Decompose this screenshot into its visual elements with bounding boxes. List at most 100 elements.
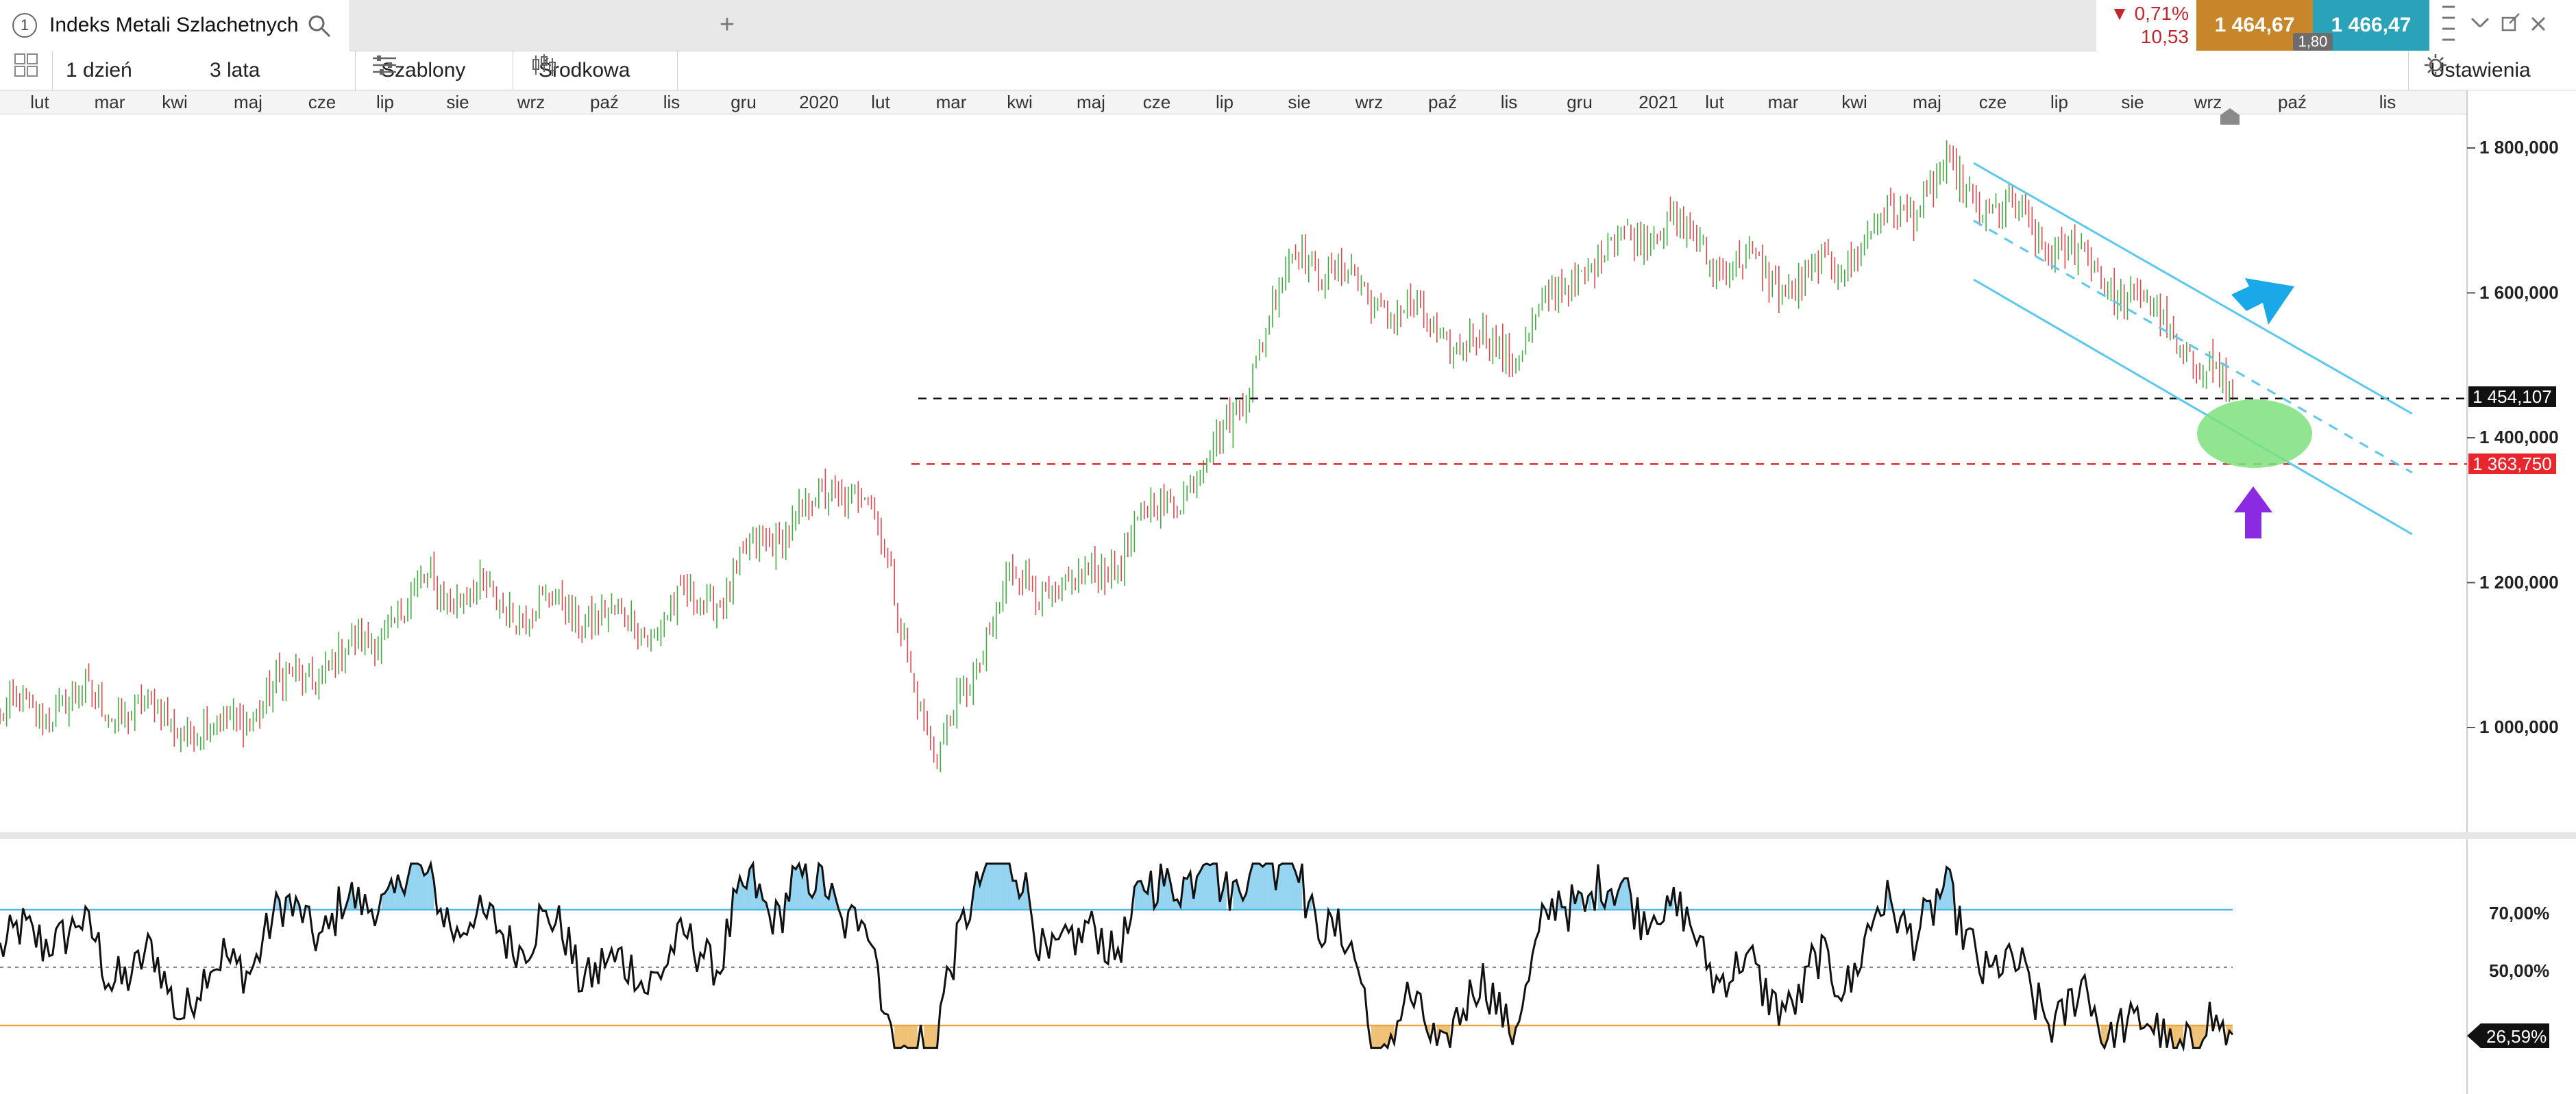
rsi-overbought-fill	[1604, 891, 1608, 910]
rsi-overbought-fill	[1177, 899, 1181, 910]
rsi-oversold-fill	[2180, 1025, 2184, 1048]
rsi-overbought-fill	[1571, 884, 1575, 910]
rsi-overbought-fill	[407, 863, 411, 910]
rsi-oversold-fill	[1381, 1025, 1385, 1048]
rsi-oversold-fill	[1440, 1025, 1444, 1032]
rsi-overbought-fill	[1295, 871, 1299, 910]
rsi-line	[0, 860, 2234, 1052]
rsi-overbought-fill	[295, 897, 299, 910]
interval-selector[interactable]: 1 dzień	[66, 59, 132, 82]
rsi-oversold-fill	[2167, 1025, 2170, 1048]
rsi-overbought-fill	[1210, 863, 1214, 910]
rsi-overbought-fill	[1006, 863, 1010, 910]
rsi-tag-shape	[2467, 1023, 2549, 1048]
price-tick-label: 1 600,000	[2479, 282, 2559, 303]
window-controls	[2434, 0, 2576, 51]
rsi-overbought-fill	[1197, 871, 1201, 910]
rsi-overbought-fill	[388, 879, 391, 910]
rsi-overbought-fill	[1216, 863, 1220, 910]
rsi-overbought-fill	[1019, 892, 1023, 910]
sell-price-button[interactable]: 1 464,67	[2196, 0, 2313, 51]
rsi-oversold-fill	[1387, 1025, 1391, 1048]
rsi-overbought-fill	[983, 863, 987, 910]
close-icon[interactable]	[2531, 16, 2546, 32]
rsi-overbought-fill	[391, 879, 395, 910]
rsi-overbought-fill	[979, 873, 983, 910]
tab-strip: +	[350, 0, 2096, 51]
chart-type-button[interactable]: Środkowa	[529, 51, 630, 90]
rsi-overbought-fill	[1190, 872, 1194, 910]
level-tag-support: 1 454,107	[2468, 386, 2556, 407]
rsi-overbought-fill	[1236, 880, 1240, 910]
rsi-overbought-fill	[1621, 878, 1625, 910]
rsi-overbought-fill	[345, 897, 349, 910]
rsi-overbought-fill	[306, 906, 310, 910]
change-absolute: 10,53	[2140, 26, 2189, 47]
rsi-overbought-fill	[348, 882, 352, 910]
change-box: ▼ 0,71% 10,53	[2098, 0, 2196, 51]
month-tick-label: maj	[1913, 92, 1941, 112]
rsi-panel	[0, 860, 2234, 1052]
rsi-overbought-fill	[1562, 907, 1565, 910]
rsi-oversold-fill	[924, 1025, 928, 1048]
drawings	[911, 162, 2467, 538]
popout-icon[interactable]	[2501, 13, 2520, 32]
rsi-overbought-fill	[1887, 880, 1891, 910]
rsi-overbought-fill	[835, 896, 839, 910]
menu-icon[interactable]	[2442, 5, 2455, 41]
month-tick-label: gru	[1567, 92, 1593, 112]
rsi-overbought-fill	[1239, 891, 1243, 910]
rsi-overbought-fill	[1242, 893, 1247, 910]
add-tab-button[interactable]: +	[719, 10, 735, 39]
rsi-overbought-fill	[756, 883, 760, 910]
rsi-overbought-fill	[1151, 871, 1155, 910]
range-selector[interactable]: 3 lata	[210, 59, 260, 82]
rsi-oversold-fill	[2193, 1025, 2197, 1048]
rsi-overbought-fill	[1183, 878, 1188, 910]
month-tick-label: kwi	[1841, 92, 1867, 112]
rsi-overbought-fill	[999, 863, 1003, 910]
rsi-oversold-fill	[1371, 1025, 1375, 1048]
month-tick-label: wrz	[517, 92, 545, 112]
rsi-overbought-fill	[1003, 863, 1007, 910]
rsi-overbought-fill	[815, 863, 819, 910]
rsi-overbought-fill	[973, 871, 977, 910]
instrument-tab[interactable]: 1 Indeks Metali Szlachetnych	[0, 0, 350, 51]
rsi-overbought-fill	[1009, 863, 1013, 910]
rsi-overbought-fill	[1923, 898, 1927, 910]
rsi-oversold-fill	[1377, 1025, 1382, 1048]
rsi-overbought-fill	[789, 866, 793, 910]
rsi-overbought-fill	[746, 869, 750, 910]
rsi-oversold-fill	[2196, 1025, 2200, 1048]
rsi-overbought-fill	[1611, 889, 1615, 910]
settings-button[interactable]: Ustawienia	[2422, 51, 2531, 90]
rsi-overbought-fill	[792, 866, 796, 910]
gear-icon	[2425, 54, 2446, 76]
collapse-icon[interactable]	[2470, 17, 2490, 28]
rsi-overbought-fill	[743, 886, 747, 910]
month-tick-label: mar	[94, 92, 125, 112]
month-tick-label: cze	[308, 92, 336, 112]
panel-divider	[0, 832, 2576, 839]
rsi-overbought-fill	[1275, 865, 1279, 910]
templates-label: Szablony	[381, 59, 466, 82]
rsi-overbought-fill	[1926, 900, 1930, 910]
toolbar-divider	[677, 51, 678, 90]
time-axis: lut mar kwi maj cze lip sie wrz paź lis gru 2020 lut…	[0, 90, 2467, 114]
price-tick-label: 1 800,000	[2479, 137, 2559, 158]
month-tick-label: lip	[1215, 92, 1234, 112]
templates-button[interactable]: Szablony	[370, 51, 465, 90]
rsi-oversold-fill	[2173, 1025, 2177, 1048]
month-tick-label: gru	[731, 92, 757, 112]
rsi-overbought-fill	[736, 876, 740, 910]
rsi-overbought-fill	[1667, 895, 1671, 910]
search-icon[interactable]	[307, 14, 332, 38]
rsi-overbought-fill	[1022, 872, 1027, 910]
rsi-oversold-fill	[904, 1025, 908, 1048]
rsi-overbought-fill	[812, 891, 815, 910]
rsi-overbought-fill	[1279, 863, 1283, 910]
target-zone-ellipse	[2197, 399, 2312, 468]
rsi-overbought-fill	[1272, 863, 1276, 910]
rsi-overbought-fill	[1946, 867, 1950, 910]
